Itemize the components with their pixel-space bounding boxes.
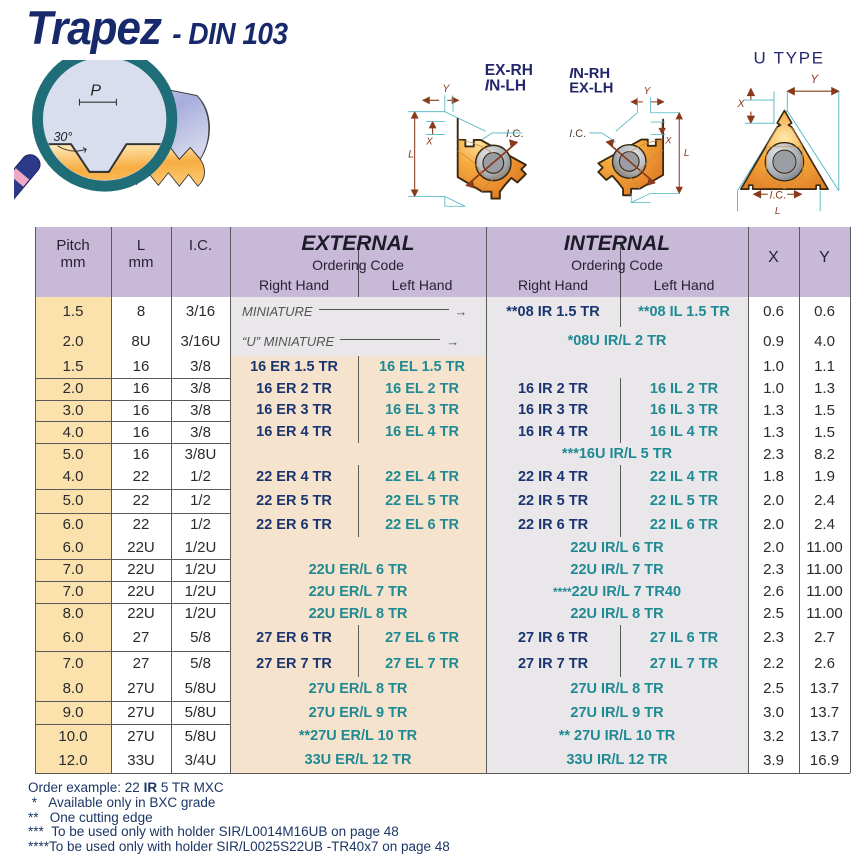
svg-text:I.C.: I.C. — [506, 128, 524, 140]
svg-text:P: P — [90, 83, 101, 100]
svg-text:IN-RH: IN-RH — [569, 66, 610, 82]
svg-text:X: X — [664, 136, 672, 146]
svg-text:X: X — [425, 136, 433, 147]
svg-text:L: L — [408, 148, 414, 160]
svg-text:IN-LH: IN-LH — [485, 78, 526, 95]
svg-text:Y: Y — [442, 83, 450, 95]
svg-text:U TYPE: U TYPE — [754, 49, 825, 68]
svg-text:L: L — [684, 148, 690, 159]
svg-text:X: X — [737, 98, 746, 110]
svg-text:L: L — [775, 206, 780, 217]
svg-text:30°: 30° — [53, 130, 72, 144]
svg-text:Y: Y — [644, 86, 652, 97]
svg-text:I.C.: I.C. — [569, 128, 586, 140]
svg-text:EX-LH: EX-LH — [569, 81, 613, 97]
svg-text:Y: Y — [810, 74, 819, 86]
svg-text:I.C.: I.C. — [770, 190, 787, 202]
svg-text:EX-RH: EX-RH — [485, 62, 533, 79]
